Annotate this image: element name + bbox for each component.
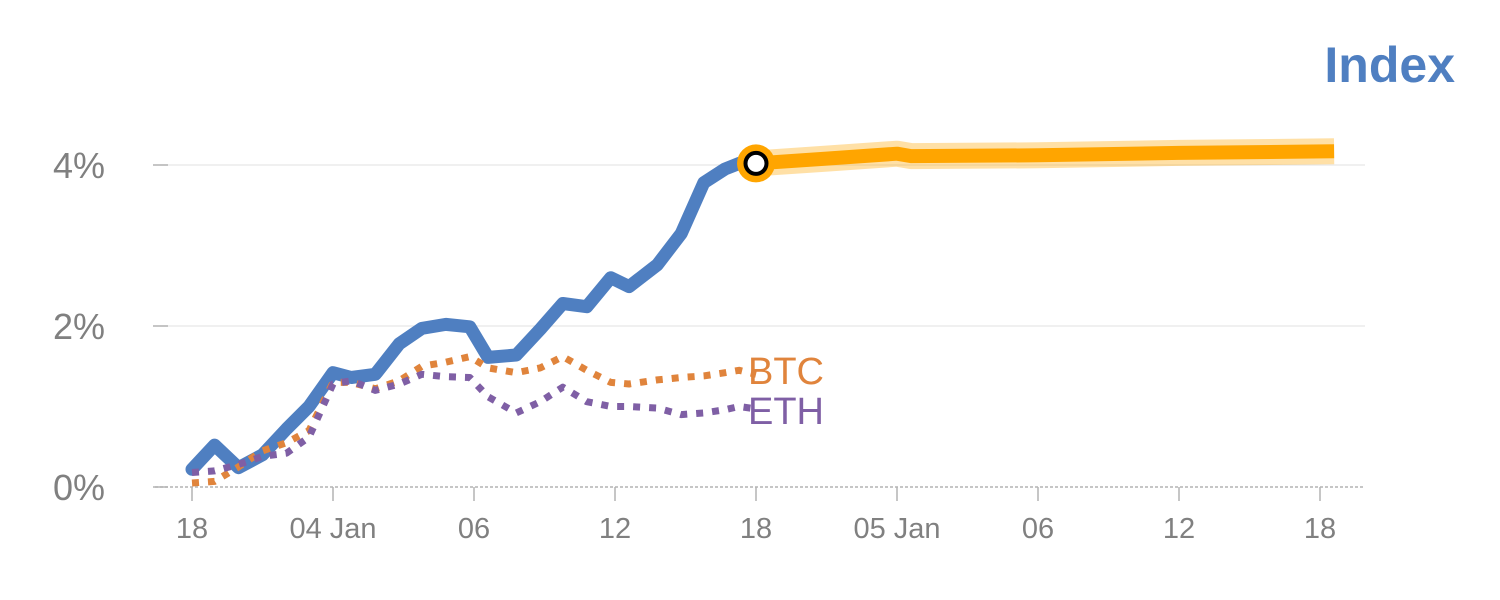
grid xyxy=(153,164,1365,488)
y-tick-label: 4% xyxy=(53,145,105,186)
series-btc-line xyxy=(191,353,757,487)
chart-title: Index xyxy=(1324,37,1455,93)
marker-point xyxy=(743,150,769,176)
x-tick-label: 06 xyxy=(458,513,490,545)
x-tick-label: 12 xyxy=(599,513,631,545)
y-tick-label: 2% xyxy=(53,306,105,347)
plot-area xyxy=(185,138,1335,487)
eth-label: ETH xyxy=(748,391,824,433)
btc-label: BTC xyxy=(748,351,824,393)
x-tick-label: 05 Jan xyxy=(853,513,940,545)
x-tick-label: 18 xyxy=(1304,513,1336,545)
x-tick-label: 18 xyxy=(740,513,772,545)
x-axis xyxy=(155,486,1365,501)
x-tick-label: 18 xyxy=(176,513,208,545)
x-tick-label: 06 xyxy=(1022,513,1054,545)
x-tick-label: 12 xyxy=(1163,513,1195,545)
y-tick-label: 0% xyxy=(53,467,105,508)
series-index-line xyxy=(185,156,763,476)
series-forecast-line xyxy=(755,144,1335,171)
x-tick-label: 04 Jan xyxy=(289,513,376,545)
series-eth-line xyxy=(191,370,757,476)
